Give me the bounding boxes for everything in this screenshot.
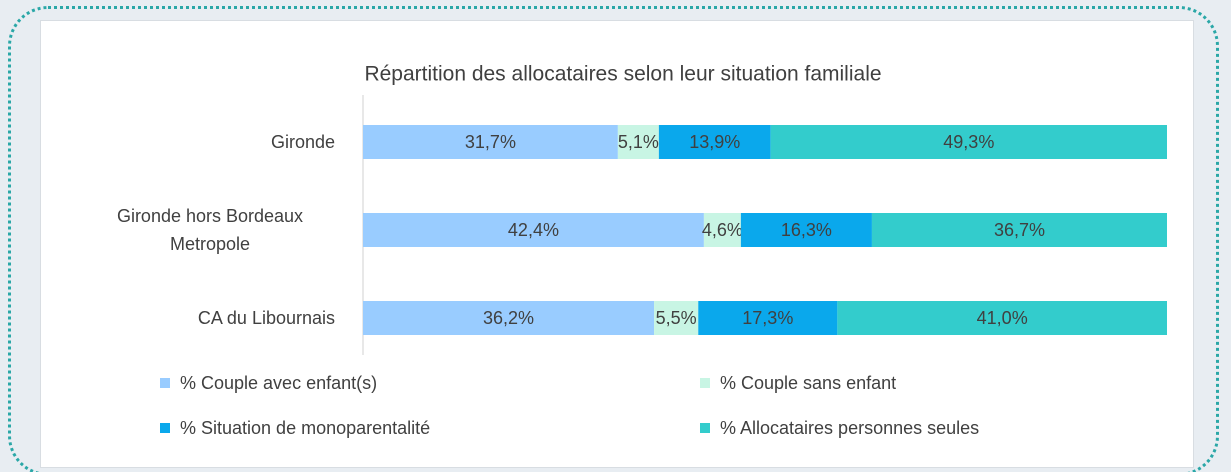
- dotted-border: [8, 6, 1219, 472]
- legend-label: % Couple sans enfant: [720, 373, 896, 393]
- data-label: 36,7%: [994, 220, 1045, 240]
- category-label: Gironde hors Bordeaux Metropole: [116, 206, 304, 254]
- legend-label: % Allocataires personnes seules: [720, 418, 979, 438]
- bar-segment: [363, 213, 704, 247]
- data-label: 31,7%: [465, 132, 516, 152]
- data-label: 36,2%: [483, 308, 534, 328]
- data-label: 49,3%: [943, 132, 994, 152]
- legend-label: % Couple avec enfant(s): [180, 373, 377, 393]
- legend-swatch: [700, 423, 710, 433]
- bar-segment: [837, 301, 1167, 335]
- data-label: 5,1%: [618, 132, 659, 152]
- data-label: 42,4%: [508, 220, 559, 240]
- data-label: 13,9%: [689, 132, 740, 152]
- bar-segment: [871, 213, 1167, 247]
- bar-segment: [698, 301, 838, 335]
- data-label: 17,3%: [742, 308, 793, 328]
- data-label: 4,6%: [702, 220, 743, 240]
- legend-swatch: [160, 378, 170, 388]
- bar-segment: [658, 125, 771, 159]
- legend-label: % Situation de monoparentalité: [180, 418, 430, 438]
- legend-swatch: [160, 423, 170, 433]
- bar-segment: [617, 125, 659, 159]
- bar-segment: [654, 301, 699, 335]
- category-label: CA du Libournais: [197, 308, 335, 328]
- bar-segment: [770, 125, 1167, 159]
- data-label: 5,5%: [656, 308, 697, 328]
- bar-segment: [740, 213, 872, 247]
- category-label: Gironde: [270, 132, 335, 152]
- bar-segment: [703, 213, 741, 247]
- data-label: 16,3%: [781, 220, 832, 240]
- bar-segment: [363, 125, 618, 159]
- chart-title: Répartition des allocataires selon leur …: [364, 63, 881, 86]
- data-label: 41,0%: [977, 308, 1028, 328]
- bar-segment: [363, 301, 655, 335]
- legend-swatch: [700, 378, 710, 388]
